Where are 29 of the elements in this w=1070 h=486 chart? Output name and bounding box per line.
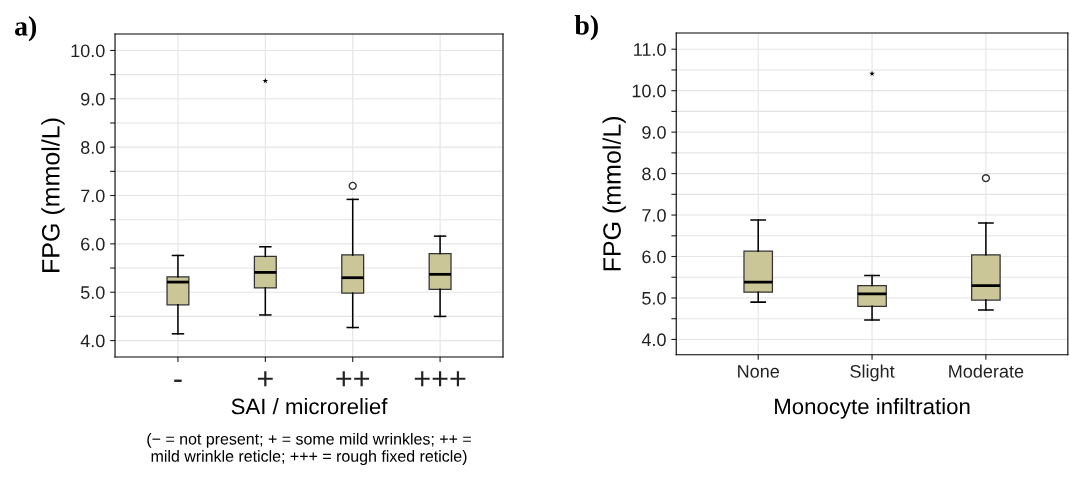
x-tick-label: None: [738, 365, 779, 378]
x-tick-label: -: [174, 379, 182, 382]
x-tick-label: +++: [414, 371, 466, 387]
y-tick-label: 7.0: [642, 208, 666, 222]
x-axis-title: SAI / microrelief: [231, 398, 388, 415]
y-tick-label: 11.0: [634, 43, 666, 56]
y-tick-label: 9.0: [642, 126, 666, 139]
y-tick-label: 10.0: [71, 44, 105, 58]
x-axis-title: Monocyte infiltration: [775, 398, 970, 419]
x-tick-label: Slight: [850, 364, 895, 382]
y-tick-label: 9.0: [81, 92, 105, 106]
y-tick-label: 8.0: [80, 141, 105, 154]
y-tick-label: 10.0: [632, 84, 666, 98]
x-tick-label: Moderate: [949, 364, 1024, 378]
y-axis-title: FPG (mmol/L): [41, 118, 65, 272]
y-tick-label: 6.0: [81, 237, 105, 251]
chart-title: b): [574, 15, 598, 41]
y-tick-label: 7.0: [81, 189, 105, 203]
x-tick-label: +: [257, 371, 273, 387]
y-tick-label: 6.0: [642, 250, 666, 264]
y-tick-label: 8.0: [642, 167, 666, 181]
y-tick-label: 4.0: [80, 334, 105, 348]
y-tick-label: 4.0: [641, 333, 666, 347]
y-axis-title: FPG (mmol/L): [602, 116, 626, 271]
x-tick-label: ++: [336, 371, 370, 387]
text: (− = not present; + = some mild wrinkles; ++ = mild wrinkle reticle; +++ = rough fixed reticle): [147, 432, 471, 466]
y-tick-label: 5.0: [642, 291, 666, 305]
chart-title: a): [15, 16, 37, 42]
y-tick-label: 5.0: [80, 286, 105, 299]
